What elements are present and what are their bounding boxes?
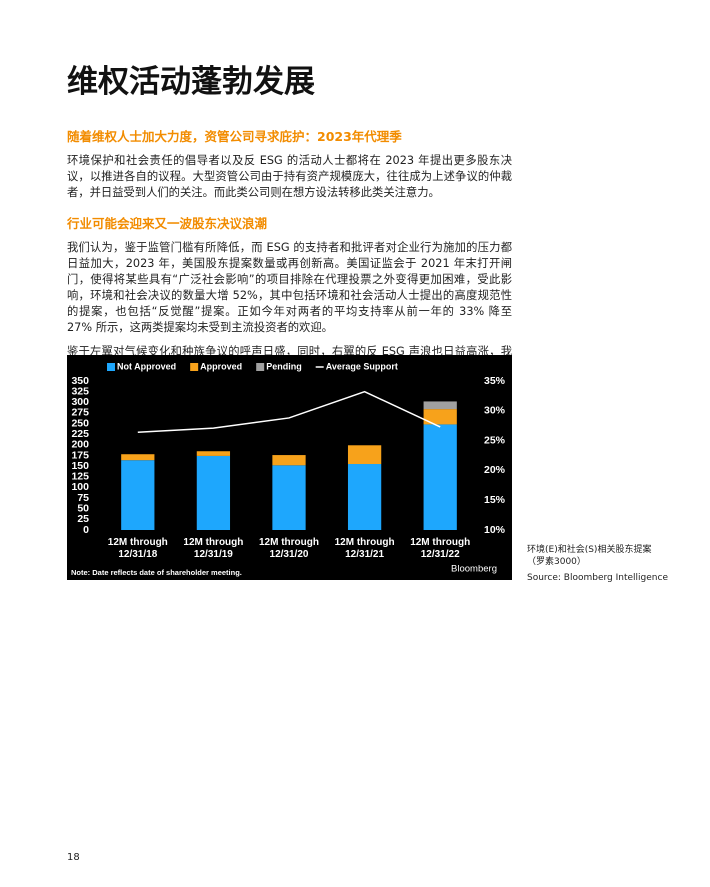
- bar-segment: [423, 409, 457, 425]
- y-tick-label: 225: [71, 428, 89, 440]
- y-tick-label: 325: [71, 385, 89, 397]
- y-tick-label: 350: [71, 375, 89, 387]
- bar-segment: [272, 455, 306, 466]
- x-tick-label: 12M through 12/31/18: [107, 537, 168, 560]
- bar-segment: [272, 465, 306, 530]
- bar-segment: [121, 460, 155, 530]
- bar-segment: [347, 464, 382, 530]
- y-tick-label: 200: [71, 439, 89, 451]
- page-number: 18: [67, 852, 80, 863]
- y-tick-label: 0: [83, 524, 89, 536]
- caption-source: Source: Bloomberg Intelligence: [527, 573, 668, 583]
- legend-label: Not Approved: [117, 361, 176, 371]
- y2-tick-label: 35%: [484, 375, 506, 387]
- x-tick-label: 12M through 12/31/20: [259, 537, 319, 560]
- y2-tick-label: 25%: [484, 434, 506, 446]
- page-title: 维权活动蓬勃发展: [67, 64, 315, 100]
- bar-segment: [347, 445, 382, 465]
- chart-svg: Note: Date reflects date of shareholder …: [71, 361, 506, 577]
- chart: Note: Date reflects date of shareholder …: [67, 355, 512, 580]
- legend-label: Pending: [266, 361, 302, 371]
- bar-segment: [423, 424, 457, 530]
- caption-title: 环境(E)和社会(S)相关股东提案（罗素3000）: [527, 545, 652, 567]
- y-tick-label: 75: [77, 492, 89, 504]
- bar-segment: [121, 454, 155, 461]
- paragraph: 环境保护和社会责任的倡导者以及反 ESG 的活动人士都将在 2023 年提出更多…: [67, 154, 512, 199]
- y-tick-label: 125: [71, 471, 89, 483]
- section: 随着维权人士加大力度，资管公司寻求庇护：2023年代理季 环境保护和社会责任的倡…: [67, 126, 512, 209]
- legend-swatch: [190, 363, 199, 371]
- x-tick-label: 12M through 12/31/19: [183, 537, 244, 560]
- bar-segment: [196, 451, 231, 456]
- section-heading: 随着维权人士加大力度，资管公司寻求庇护：2023年代理季: [67, 129, 402, 144]
- y2-tick-label: 10%: [484, 524, 506, 536]
- y-tick-label: 100: [71, 481, 89, 493]
- y-tick-label: 175: [71, 449, 89, 461]
- x-tick-label: 12M through 12/31/21: [334, 537, 395, 560]
- bar-segment: [423, 401, 457, 410]
- y-tick-label: 300: [71, 396, 89, 408]
- y2-tick-label: 15%: [484, 494, 506, 506]
- y-tick-label: 50: [77, 502, 89, 514]
- y2-tick-label: 20%: [484, 464, 506, 476]
- y2-tick-label: 30%: [484, 405, 506, 417]
- y-tick-label: 25: [77, 513, 89, 525]
- legend-swatch: [107, 363, 115, 371]
- section-heading: 行业可能会迎来又一波股东决议浪潮: [67, 216, 268, 231]
- x-tick-label: 12M through 12/31/22: [410, 537, 471, 560]
- legend-label: Average Support: [326, 361, 398, 371]
- paragraph: 我们认为，鉴于监管门槛有所降低，而 ESG 的支持者和批评者对企业行为施加的压力…: [67, 241, 512, 334]
- bar-segment: [196, 455, 231, 530]
- line-series: [137, 390, 441, 434]
- y-tick-label: 250: [71, 417, 89, 429]
- legend-swatch: [256, 363, 265, 371]
- y-tick-label: 150: [71, 460, 89, 472]
- brand: Bloomberg: [451, 564, 497, 575]
- chart-note: Note: Date reflects date of shareholder …: [71, 568, 242, 577]
- y-tick-label: 275: [71, 407, 89, 419]
- legend-label: Approved: [200, 361, 242, 371]
